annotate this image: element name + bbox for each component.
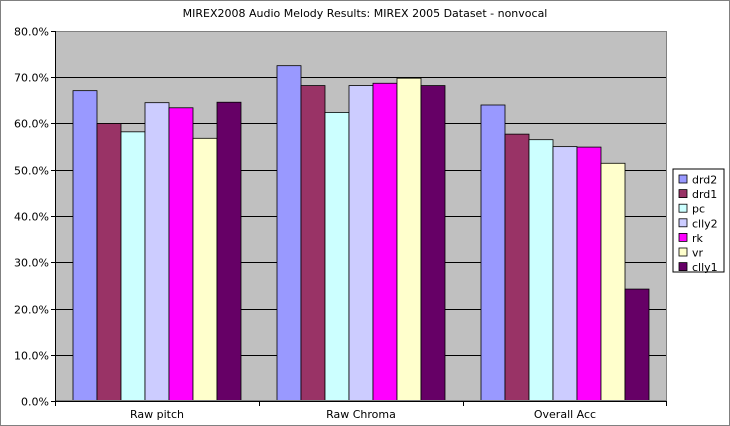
- bar-drd2-overall-acc: [480, 104, 506, 402]
- bar-pc-raw-chroma: [324, 112, 350, 402]
- legend-label-drd1: drd1: [692, 188, 717, 201]
- y-tick-label: 80.0%: [14, 26, 49, 39]
- y-tick-label: 10.0%: [14, 350, 49, 363]
- bar-clly1-overall-acc: [624, 288, 650, 402]
- x-tick-label: Overall Acc: [534, 408, 596, 421]
- bar-clly1-raw-chroma: [420, 85, 446, 402]
- legend-swatch-rk: [678, 232, 688, 242]
- bar-vr-raw-pitch: [192, 137, 218, 402]
- bar-clly2-raw-pitch: [144, 102, 170, 402]
- x-tick-label: Raw pitch: [130, 408, 184, 421]
- legend-swatch-clly2: [678, 218, 688, 228]
- legend-swatch-drd2: [678, 174, 688, 184]
- y-tick-label: 60.0%: [14, 118, 49, 131]
- legend-swatch-clly1: [678, 262, 688, 272]
- bar-drd1-raw-chroma: [300, 85, 326, 402]
- y-tick-label: 40.0%: [14, 211, 49, 224]
- bar-clly2-raw-chroma: [348, 85, 374, 402]
- axes: 0.0% 10.0% 20.0% 30.0% 40.0% 50.0% 60.0% 70.0% 8…: [14, 26, 667, 421]
- y-tick-label: 20.0%: [14, 304, 49, 317]
- legend-label-clly1: clly1: [692, 261, 718, 274]
- y-tick-label: 30.0%: [14, 257, 49, 270]
- legend-swatch-vr: [678, 247, 688, 257]
- bar-rk-raw-chroma: [372, 82, 398, 402]
- bar-rk-overall-acc: [576, 146, 602, 402]
- bar-drd2-raw-pitch: [72, 90, 98, 402]
- bar-vr-overall-acc: [600, 162, 626, 402]
- bar-clly1-raw-pitch: [216, 101, 242, 402]
- y-tick-label: 0.0%: [21, 396, 49, 409]
- bar-drd1-raw-pitch: [96, 123, 122, 402]
- bar-drd1-overall-acc: [504, 133, 530, 402]
- y-tick-label: 70.0%: [14, 72, 49, 85]
- bar-vr-raw-chroma: [396, 77, 422, 402]
- bar-drd2-raw-chroma: [276, 65, 302, 402]
- legend-swatch-pc: [678, 203, 688, 213]
- bar-pc-raw-pitch: [120, 131, 146, 402]
- legend-swatch-drd1: [678, 189, 688, 199]
- bars: [72, 65, 650, 402]
- y-tick-label: 50.0%: [14, 165, 49, 178]
- bar-rk-raw-pitch: [168, 107, 194, 402]
- legend-label-pc: pc: [692, 203, 705, 216]
- chart-title: MIREX2008 Audio Melody Results: MIREX 20…: [183, 7, 548, 20]
- legend-label-vr: vr: [692, 247, 704, 260]
- legend-label-drd2: drd2: [692, 174, 717, 187]
- x-tick-label: Raw Chroma: [326, 408, 396, 421]
- bar-clly2-overall-acc: [552, 146, 578, 402]
- bar-pc-overall-acc: [528, 139, 554, 402]
- legend-label-clly2: clly2: [692, 217, 718, 230]
- legend-label-rk: rk: [692, 232, 704, 245]
